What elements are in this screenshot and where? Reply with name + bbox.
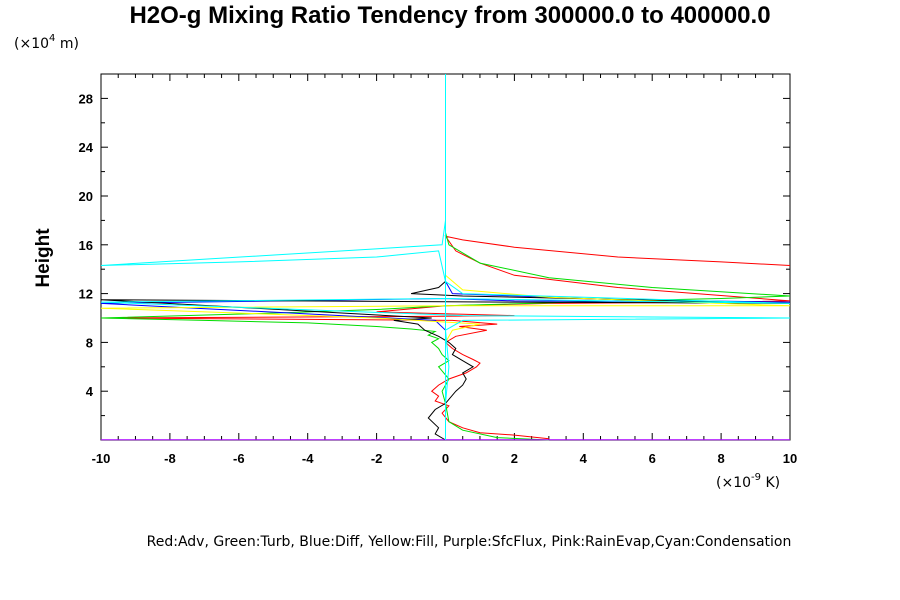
x-tick-label: -10 <box>92 451 111 466</box>
y-tick-label: 24 <box>79 140 94 155</box>
series-line-turb <box>100 232 791 441</box>
x-tick-label: -8 <box>164 451 176 466</box>
y-tick-label: 20 <box>79 189 93 204</box>
y-tick-label: 12 <box>79 287 93 302</box>
y-tick-label: 8 <box>86 335 93 350</box>
x-tick-label: 2 <box>511 451 518 466</box>
x-unit-prefix: (×10 <box>716 475 751 491</box>
x-tick-label: 0 <box>442 451 449 466</box>
y-tick-label: 28 <box>79 91 93 106</box>
series-line-condensation <box>100 74 791 440</box>
chart-title: H2O-g Mixing Ratio Tendency from 300000.… <box>129 2 771 29</box>
x-tick-label: 4 <box>580 451 588 466</box>
y-axis: 4 8 12 16 20 24 28 <box>79 91 790 417</box>
x-tick-label: -4 <box>302 451 314 466</box>
x-tick-label: 10 <box>783 451 797 466</box>
y-unit-prefix: (×10 <box>14 36 49 52</box>
legend-caption: Red:Adv, Green:Turb, Blue:Diff, Yellow:F… <box>146 534 792 550</box>
x-axis: -10 -8 -6 -4 -2 0 2 4 6 8 10 <box>92 74 797 466</box>
y-unit-exponent: 4 <box>49 33 55 44</box>
series-layer <box>100 74 791 441</box>
x-tick-label: 8 <box>717 451 724 466</box>
x-tick-label: -6 <box>233 451 245 466</box>
x-tick-label: 6 <box>649 451 656 466</box>
y-unit-suffix: m) <box>55 36 79 52</box>
x-axis-unit: (×10-9 K) <box>716 472 780 491</box>
y-tick-label: 4 <box>86 384 94 399</box>
y-tick-label: 16 <box>79 238 93 253</box>
x-tick-label: -2 <box>371 451 383 466</box>
x-unit-suffix: K) <box>761 475 780 491</box>
x-unit-exponent: -9 <box>751 472 761 483</box>
y-axis-unit: (×104 m) <box>14 33 79 52</box>
y-axis-title: Height <box>33 228 54 288</box>
